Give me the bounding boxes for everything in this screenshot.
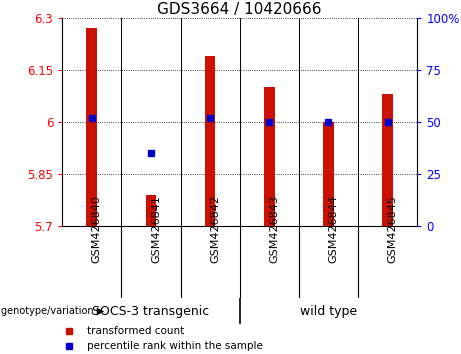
- Text: SOCS-3 transgenic: SOCS-3 transgenic: [92, 305, 210, 318]
- Text: GSM426842: GSM426842: [210, 195, 220, 263]
- Bar: [146, 195, 156, 226]
- Bar: [382, 94, 393, 226]
- Bar: [264, 87, 275, 226]
- Text: genotype/variation ▶: genotype/variation ▶: [1, 306, 104, 316]
- Title: GDS3664 / 10420666: GDS3664 / 10420666: [158, 1, 322, 17]
- Text: GSM426845: GSM426845: [388, 195, 398, 263]
- Text: GSM426844: GSM426844: [328, 195, 338, 263]
- Bar: [87, 28, 97, 226]
- Text: percentile rank within the sample: percentile rank within the sample: [87, 342, 263, 352]
- Text: wild type: wild type: [300, 305, 357, 318]
- Text: GSM426843: GSM426843: [269, 195, 279, 263]
- Text: GSM426840: GSM426840: [92, 195, 102, 263]
- Text: transformed count: transformed count: [87, 326, 184, 336]
- Text: GSM426841: GSM426841: [151, 195, 161, 263]
- Bar: [205, 56, 215, 226]
- Bar: [323, 122, 334, 226]
